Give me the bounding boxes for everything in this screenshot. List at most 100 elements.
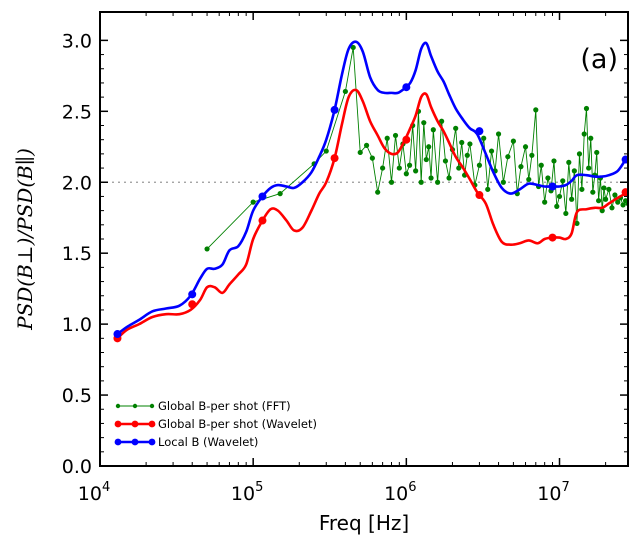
x-tick-base: 10 [78, 483, 102, 505]
fft-point [554, 203, 560, 209]
series-local-wavelet-marker [402, 83, 411, 92]
fft-point [453, 125, 459, 131]
x-tick-label: 106 [384, 480, 416, 505]
fft-point [505, 154, 511, 160]
legend-marker [148, 438, 156, 446]
fft-point [456, 165, 462, 171]
fft-point [599, 208, 605, 214]
fft-point [551, 158, 557, 164]
fft-point [495, 131, 502, 137]
fft-point [609, 205, 615, 211]
fft-point [560, 178, 566, 184]
series-local-wavelet-marker [258, 192, 267, 201]
y-tick-label: 1.5 [62, 243, 92, 265]
series-local-wavelet-marker [548, 182, 557, 191]
x-tick-base: 10 [384, 483, 408, 505]
y-axis: 0.0 0.5 1.0 1.5 2.0 2.5 3.0 [62, 30, 628, 478]
fft-point [488, 148, 495, 154]
series-local-wavelet-marker [621, 155, 628, 164]
y-tick-label: 0.5 [62, 385, 92, 407]
fft-point [603, 196, 609, 202]
legend-marker [131, 420, 139, 428]
fft-point [418, 179, 424, 185]
x-tick-base: 10 [537, 483, 561, 505]
x-axis-label: Freq [Hz] [319, 511, 409, 535]
fft-point [606, 186, 612, 192]
fft-point [579, 186, 585, 192]
legend-label: Global B-per shot (FFT) [158, 399, 291, 413]
fft-point [538, 162, 544, 168]
fft-point [388, 179, 395, 185]
series-global-wavelet-marker [188, 300, 197, 309]
fft-point [556, 193, 563, 200]
fft-point [426, 144, 432, 150]
fft-point [612, 192, 618, 198]
fft-point [563, 210, 569, 217]
fft-point [481, 135, 487, 141]
y-tick-label: 2.5 [62, 101, 92, 123]
fft-point [529, 152, 535, 158]
legend-marker [114, 420, 122, 428]
fft-point [442, 158, 449, 164]
fft-point [384, 135, 390, 141]
fft-point [423, 156, 429, 163]
fft-point [428, 175, 434, 181]
fft-point [467, 141, 473, 147]
y-tick-label: 1.0 [62, 314, 92, 336]
fft-point [526, 176, 532, 183]
fft-point [615, 199, 621, 205]
fft-point [392, 132, 399, 139]
fft-point [204, 246, 210, 252]
fft-point [363, 142, 370, 148]
fft-point [594, 149, 600, 156]
fft-point [435, 179, 441, 185]
fft-point [518, 164, 524, 170]
fft-point [566, 159, 572, 165]
fft-point [569, 196, 575, 202]
fft-point [277, 191, 283, 197]
fft-point [522, 144, 529, 150]
x-tick-base: 10 [231, 483, 255, 505]
legend-label: Local B (Wavelet) [158, 435, 258, 449]
fft-point [583, 105, 590, 112]
fft-point [396, 165, 402, 171]
fft-point [350, 44, 356, 51]
series-local-wavelet-marker [188, 290, 197, 299]
x-tick-exponent: 7 [561, 480, 569, 495]
series-global-wavelet-marker [402, 135, 411, 144]
legend-marker [131, 438, 139, 446]
series-global-wavelet-marker [258, 216, 267, 225]
fft-point [323, 148, 329, 154]
fft-point [581, 131, 587, 137]
fft-point [590, 189, 596, 195]
y-tick-label: 3.0 [62, 30, 92, 52]
fft-point [500, 179, 506, 185]
legend: Global B-per shot (FFT) Global B-per shot… [114, 399, 317, 449]
series-global-wavelet-marker [548, 233, 557, 242]
fft-point [485, 186, 491, 192]
y-axis-label: PSD(B⊥)/PSD(B∥) [13, 148, 37, 331]
series-local-wavelet-line [116, 40, 627, 336]
legend-label: Global B-per shot (Wavelet) [158, 417, 317, 431]
x-tick-exponent: 6 [408, 480, 416, 495]
x-axis: 104 105 106 107 [78, 12, 607, 505]
fft-point [601, 185, 607, 191]
fft-point [439, 118, 445, 124]
fft-point [586, 165, 592, 171]
x-tick-exponent: 4 [102, 480, 110, 495]
legend-marker [148, 420, 156, 428]
fft-point [533, 107, 539, 113]
fft-point [250, 199, 256, 205]
legend-item: Global B-per shot (Wavelet) [114, 417, 317, 431]
x-tick-label: 107 [537, 480, 569, 505]
fft-point [588, 135, 594, 141]
fft-point [406, 162, 413, 168]
fft-point [476, 162, 483, 168]
series-local-wavelet-marker [330, 105, 339, 114]
legend-item: Global B-per shot (FFT) [115, 399, 291, 413]
series-global-wavelet-marker [475, 191, 484, 200]
legend-marker [132, 403, 138, 409]
fft-point [459, 139, 465, 146]
x-tick-label: 105 [231, 480, 263, 505]
